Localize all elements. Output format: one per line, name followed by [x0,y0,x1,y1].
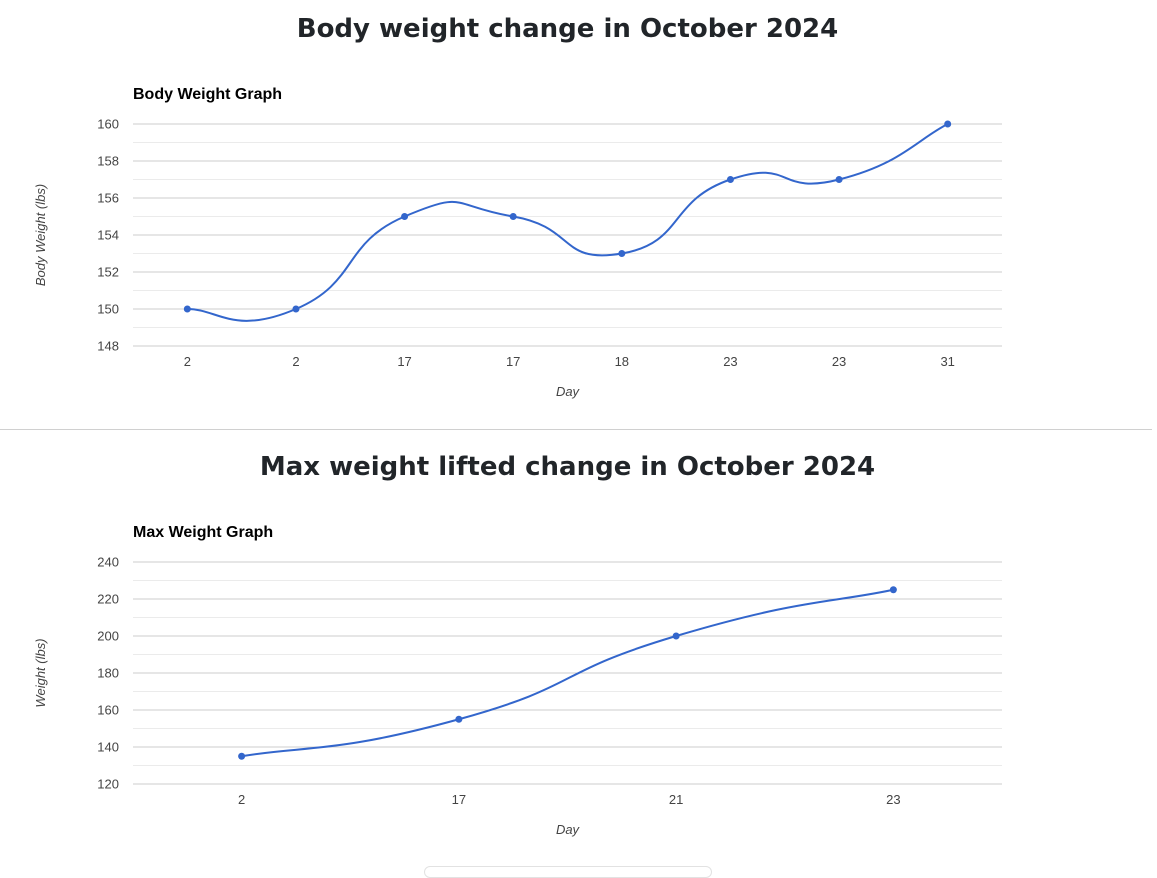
x-tick-label: 2 [292,354,299,369]
max-weight-chart-title: Max Weight Graph [133,524,273,541]
y-tick-label: 200 [97,629,119,644]
x-tick-label: 31 [940,354,954,369]
body-weight-data-point[interactable] [944,120,952,128]
body-weight-chart-title: Body Weight Graph [133,86,282,103]
x-tick-label: 17 [452,792,466,807]
body-weight-data-point[interactable] [835,176,843,183]
max-weight-data-point[interactable] [672,632,680,640]
y-tick-label: 154 [97,228,119,243]
y-tick-label: 140 [97,740,119,755]
max-weight-chart: Max Weight Graph 120 140 160 180 200 220 240 2 17… [33,524,1002,837]
y-axis-label: Body Weight (lbs) [33,184,48,286]
body-weight-series-line [186,123,949,322]
body-weight-data-point[interactable] [509,213,517,220]
y-tick-label: 180 [97,666,119,681]
max-weight-data-point[interactable] [238,752,246,760]
x-tick-label: 18 [615,354,629,369]
max-weight-data-point[interactable] [889,586,897,594]
y-tick-label: 150 [97,302,119,317]
body-weight-data-point[interactable] [292,305,300,313]
max-weight-data-point[interactable] [455,715,463,723]
body-weight-data-point[interactable] [183,305,191,313]
body-weight-data-point[interactable] [618,250,626,257]
max-weight-section-title: Max weight lifted change in October 2024 [259,452,876,482]
section-divider [0,429,1152,430]
y-tick-label: 220 [97,592,119,607]
body-weight-data-point[interactable] [726,176,734,183]
max-weight-series-line [240,588,895,758]
y-tick-label: 120 [97,777,119,792]
y-axis-label: Weight (lbs) [33,638,48,707]
x-tick-label: 17 [506,354,520,369]
y-tick-label: 160 [97,117,119,132]
body-weight-section-title: Body weight change in October 2024 [296,14,839,44]
y-tick-label: 160 [97,703,119,718]
x-axis-label: Day [556,384,581,399]
y-tick-label: 158 [97,154,119,169]
y-tick-label: 240 [97,555,119,570]
x-tick-label: 2 [184,354,191,369]
x-tick-label: 21 [669,792,683,807]
y-tick-label: 156 [97,191,119,206]
y-tick-label: 152 [97,265,119,280]
y-tick-label: 148 [97,339,119,354]
body-weight-data-point[interactable] [401,213,409,220]
footer-card-edge [424,866,712,878]
x-tick-label: 23 [723,354,737,369]
x-axis-label: Day [556,822,581,837]
x-tick-label: 23 [832,354,846,369]
x-tick-label: 23 [886,792,900,807]
x-tick-label: 2 [238,792,245,807]
x-tick-label: 17 [397,354,411,369]
body-weight-chart: Body Weight Graph 148 150 152 154 156 158 160 2 2… [33,86,1002,399]
